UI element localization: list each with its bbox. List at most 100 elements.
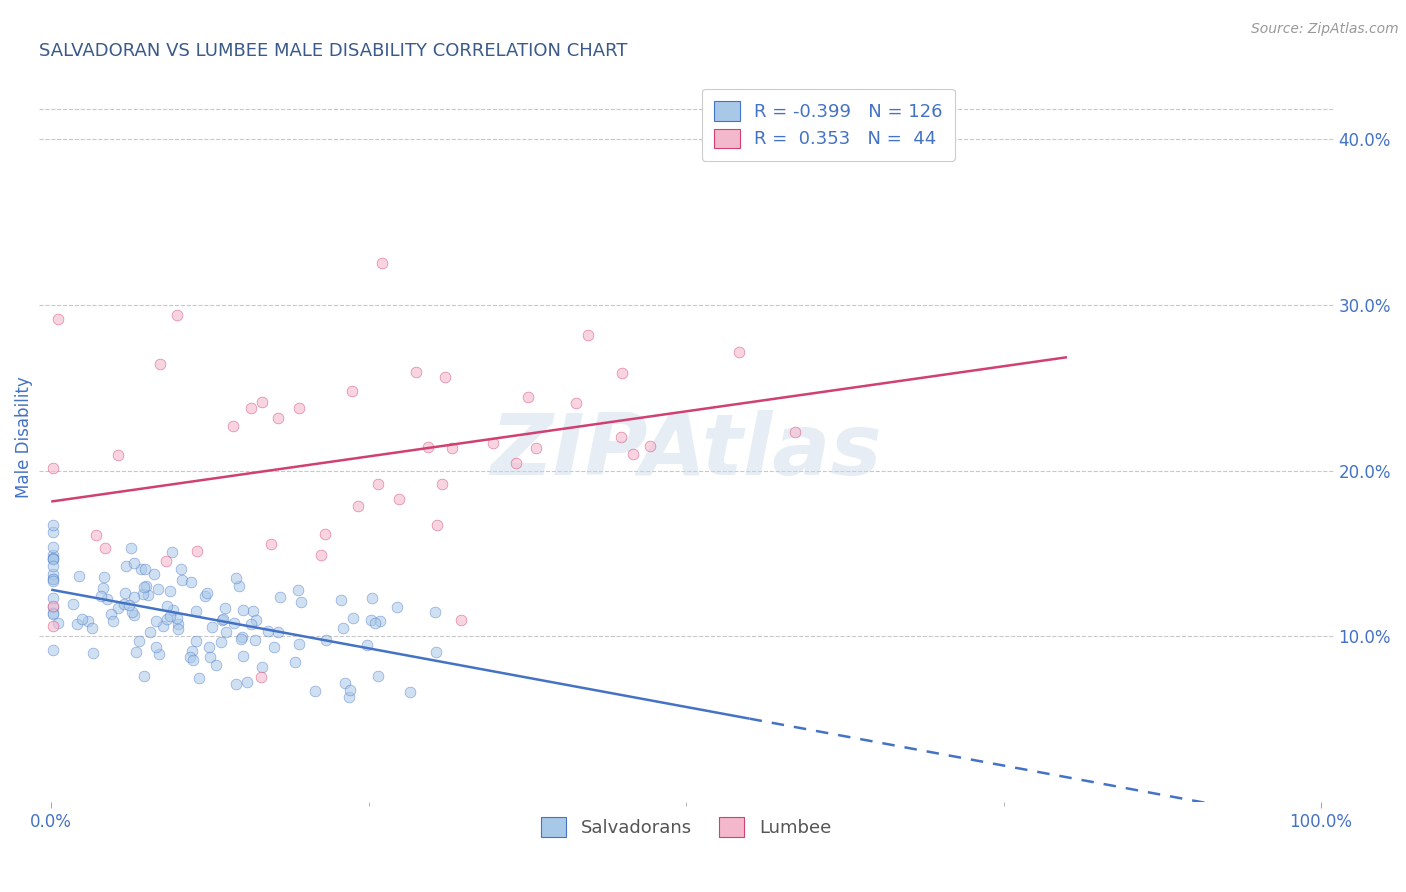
Point bbox=[250, 395, 273, 409]
Point bbox=[94, 541, 117, 556]
Point bbox=[155, 554, 177, 568]
Point bbox=[107, 448, 129, 462]
Point bbox=[330, 592, 353, 607]
Point bbox=[222, 615, 245, 630]
Point bbox=[263, 640, 285, 654]
Point bbox=[205, 657, 228, 672]
Point bbox=[288, 638, 311, 652]
Point bbox=[250, 660, 273, 674]
Point bbox=[145, 614, 167, 628]
Point bbox=[221, 418, 243, 433]
Point bbox=[82, 646, 104, 660]
Point bbox=[194, 589, 217, 603]
Point bbox=[309, 548, 332, 562]
Point bbox=[385, 600, 408, 615]
Point bbox=[82, 621, 104, 635]
Point bbox=[125, 645, 148, 659]
Point bbox=[112, 597, 135, 611]
Point bbox=[363, 616, 385, 631]
Point bbox=[122, 608, 145, 623]
Point bbox=[41, 524, 63, 539]
Point bbox=[65, 616, 87, 631]
Point bbox=[181, 644, 204, 658]
Point bbox=[423, 605, 446, 619]
Point bbox=[399, 685, 422, 699]
Point bbox=[160, 545, 183, 559]
Point bbox=[159, 609, 181, 624]
Point bbox=[77, 614, 100, 628]
Text: SALVADORAN VS LUMBEE MALE DISABILITY CORRELATION CHART: SALVADORAN VS LUMBEE MALE DISABILITY COR… bbox=[38, 42, 627, 60]
Point bbox=[236, 674, 259, 689]
Point bbox=[610, 366, 633, 380]
Point bbox=[114, 585, 136, 599]
Point bbox=[162, 603, 184, 617]
Point bbox=[361, 591, 384, 606]
Point bbox=[142, 567, 165, 582]
Point bbox=[638, 439, 661, 453]
Point bbox=[101, 614, 124, 628]
Point bbox=[41, 540, 63, 554]
Point bbox=[148, 647, 170, 661]
Point bbox=[41, 572, 63, 586]
Point bbox=[70, 612, 93, 626]
Point bbox=[505, 456, 527, 470]
Point bbox=[41, 461, 63, 475]
Point bbox=[90, 589, 112, 603]
Point bbox=[516, 390, 538, 404]
Point bbox=[239, 401, 262, 415]
Point bbox=[565, 396, 588, 410]
Point bbox=[198, 650, 221, 665]
Point bbox=[129, 562, 152, 576]
Point bbox=[166, 611, 188, 625]
Point bbox=[41, 552, 63, 566]
Point bbox=[283, 656, 305, 670]
Point bbox=[41, 591, 63, 605]
Point bbox=[269, 591, 291, 605]
Point bbox=[367, 669, 389, 683]
Point bbox=[41, 607, 63, 621]
Point bbox=[186, 603, 208, 617]
Point bbox=[621, 447, 644, 461]
Point bbox=[135, 579, 157, 593]
Point bbox=[62, 597, 84, 611]
Point bbox=[107, 601, 129, 615]
Point bbox=[337, 690, 360, 705]
Point bbox=[256, 624, 278, 638]
Point bbox=[132, 580, 155, 594]
Point bbox=[46, 616, 69, 631]
Point bbox=[209, 634, 232, 648]
Point bbox=[41, 643, 63, 657]
Point bbox=[128, 634, 150, 648]
Point bbox=[146, 582, 169, 597]
Point bbox=[84, 528, 107, 542]
Point bbox=[225, 677, 247, 691]
Point bbox=[167, 616, 190, 631]
Point bbox=[783, 425, 806, 439]
Point bbox=[41, 572, 63, 586]
Point bbox=[115, 558, 138, 573]
Point bbox=[339, 682, 361, 697]
Text: Source: ZipAtlas.com: Source: ZipAtlas.com bbox=[1251, 22, 1399, 37]
Point bbox=[41, 518, 63, 533]
Point bbox=[332, 621, 354, 635]
Point bbox=[124, 590, 146, 604]
Point bbox=[139, 624, 162, 639]
Point bbox=[250, 670, 273, 684]
Point bbox=[211, 613, 233, 627]
Point bbox=[434, 370, 457, 384]
Point bbox=[118, 598, 141, 612]
Point bbox=[180, 574, 202, 589]
Point bbox=[242, 604, 264, 618]
Point bbox=[181, 653, 204, 667]
Point bbox=[149, 357, 172, 371]
Point bbox=[368, 615, 391, 629]
Point bbox=[166, 308, 188, 322]
Point bbox=[371, 255, 394, 269]
Point bbox=[229, 632, 252, 647]
Point bbox=[93, 570, 115, 584]
Point bbox=[245, 613, 267, 627]
Point bbox=[290, 595, 312, 609]
Point bbox=[430, 477, 453, 491]
Point bbox=[288, 401, 311, 415]
Point bbox=[416, 440, 439, 454]
